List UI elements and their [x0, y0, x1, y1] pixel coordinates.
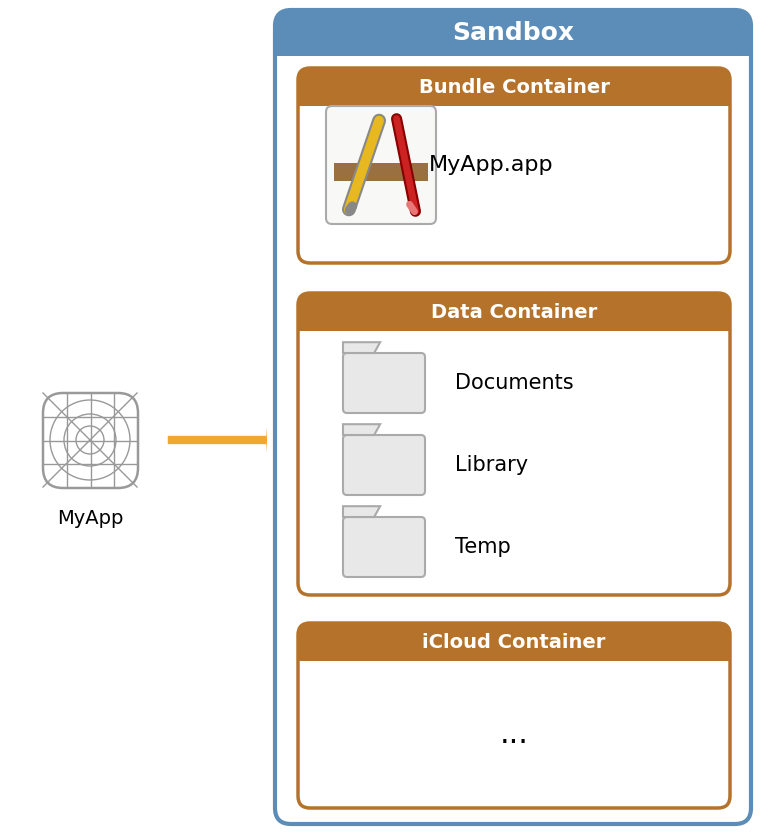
Polygon shape	[343, 342, 380, 353]
FancyBboxPatch shape	[343, 435, 425, 495]
Text: ...: ...	[499, 720, 529, 749]
FancyBboxPatch shape	[298, 623, 730, 661]
FancyBboxPatch shape	[343, 517, 425, 577]
Bar	[334, 163, 428, 181]
FancyBboxPatch shape	[298, 68, 730, 263]
FancyBboxPatch shape	[298, 293, 730, 595]
Text: MyApp.app: MyApp.app	[429, 155, 553, 175]
Text: Library: Library	[455, 455, 528, 475]
Text: Bundle Container: Bundle Container	[418, 78, 610, 97]
Bar	[298, 642, 730, 661]
FancyBboxPatch shape	[43, 393, 138, 488]
Text: Documents: Documents	[455, 373, 574, 393]
Polygon shape	[343, 506, 380, 517]
Bar	[298, 312, 730, 331]
Text: MyApp: MyApp	[57, 509, 123, 528]
FancyBboxPatch shape	[298, 623, 730, 808]
Text: Sandbox: Sandbox	[452, 21, 574, 45]
Bar	[275, 33, 751, 56]
Text: Temp: Temp	[455, 537, 511, 557]
FancyBboxPatch shape	[298, 68, 730, 106]
Bar	[298, 87, 730, 106]
FancyBboxPatch shape	[343, 353, 425, 413]
FancyBboxPatch shape	[275, 10, 751, 56]
Text: Data Container: Data Container	[430, 303, 597, 321]
FancyBboxPatch shape	[298, 293, 730, 331]
Polygon shape	[343, 425, 380, 435]
FancyBboxPatch shape	[326, 106, 436, 224]
FancyBboxPatch shape	[275, 10, 751, 824]
Text: iCloud Container: iCloud Container	[422, 632, 606, 651]
